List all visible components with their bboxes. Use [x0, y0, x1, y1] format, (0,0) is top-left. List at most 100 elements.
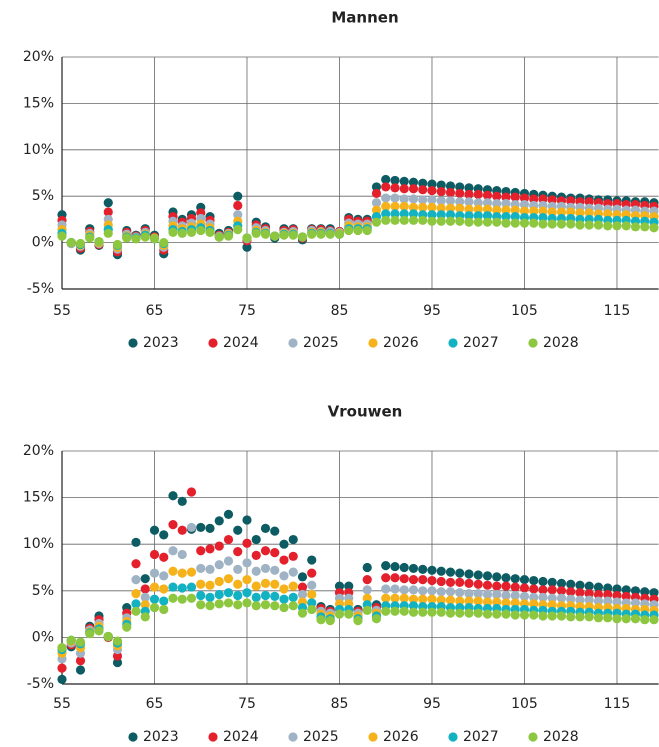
point [159, 571, 169, 581]
point [640, 615, 650, 625]
point [149, 594, 160, 604]
point [233, 200, 243, 211]
point [344, 225, 354, 236]
point [288, 567, 298, 577]
point [529, 592, 539, 602]
point [75, 665, 86, 675]
point [205, 544, 215, 554]
point [445, 595, 456, 605]
point [473, 189, 483, 199]
point [538, 576, 548, 587]
legend-marker [288, 338, 298, 348]
point [621, 591, 631, 601]
point [186, 487, 197, 497]
point [464, 189, 474, 199]
chart-title: Vrouwen [328, 403, 403, 421]
point [427, 586, 437, 596]
point [455, 197, 465, 207]
point [519, 199, 530, 210]
point [57, 643, 67, 653]
point [492, 217, 502, 227]
legend-label: 2025 [303, 335, 339, 351]
point [112, 636, 123, 646]
point [381, 182, 391, 192]
point [593, 589, 604, 600]
point [186, 582, 197, 592]
point [612, 614, 622, 624]
x-tick-label: 115 [604, 696, 631, 712]
point [529, 218, 539, 228]
point [233, 225, 243, 235]
point [214, 232, 224, 242]
point [603, 596, 613, 606]
point [307, 555, 317, 565]
point [630, 222, 641, 232]
x-tick-label: 55 [53, 303, 71, 319]
point [445, 608, 456, 618]
point [603, 221, 613, 231]
point [196, 600, 206, 610]
point [103, 631, 113, 642]
point [556, 219, 567, 229]
point [214, 516, 224, 526]
x-tick-label: 95 [423, 303, 441, 319]
point [408, 601, 419, 611]
point [214, 599, 224, 609]
point [399, 201, 409, 212]
chart-title: Mannen [331, 9, 398, 27]
point [519, 193, 530, 203]
point [418, 195, 428, 205]
x-tick-label: 65 [146, 696, 164, 712]
point [547, 577, 557, 588]
point [584, 197, 594, 207]
point [168, 566, 178, 576]
point [223, 231, 234, 241]
point [85, 629, 95, 639]
legend-label: 2028 [543, 729, 579, 745]
point [353, 616, 363, 626]
point [251, 566, 261, 576]
point [464, 588, 474, 599]
point [214, 560, 224, 570]
point [445, 187, 456, 198]
point [362, 585, 372, 595]
point [427, 179, 437, 189]
point [233, 600, 243, 610]
point [390, 573, 400, 583]
point [464, 204, 474, 214]
point [288, 592, 298, 602]
point [408, 563, 419, 574]
point [547, 585, 557, 595]
point [75, 238, 86, 249]
point [575, 580, 585, 590]
point [640, 222, 650, 232]
point [399, 209, 409, 219]
x-tick-label: 65 [146, 303, 164, 319]
point [418, 607, 428, 617]
point [575, 612, 585, 622]
point [242, 588, 252, 598]
point [649, 588, 659, 598]
point [149, 525, 160, 535]
point [233, 590, 243, 601]
point [381, 174, 391, 185]
point [418, 202, 428, 212]
point [344, 581, 354, 591]
point [547, 219, 557, 229]
point [149, 234, 160, 244]
point [556, 611, 567, 621]
x-tick-label: 85 [331, 303, 349, 319]
point [529, 575, 539, 586]
point [427, 210, 437, 220]
point [399, 562, 409, 573]
legend-marker [208, 338, 218, 348]
y-tick-label: 5% [32, 583, 54, 599]
point [630, 614, 641, 624]
point [233, 191, 243, 201]
point [482, 198, 493, 208]
point [566, 579, 576, 589]
legend-label: 2024 [223, 729, 259, 745]
point [334, 581, 345, 591]
point [445, 203, 456, 213]
